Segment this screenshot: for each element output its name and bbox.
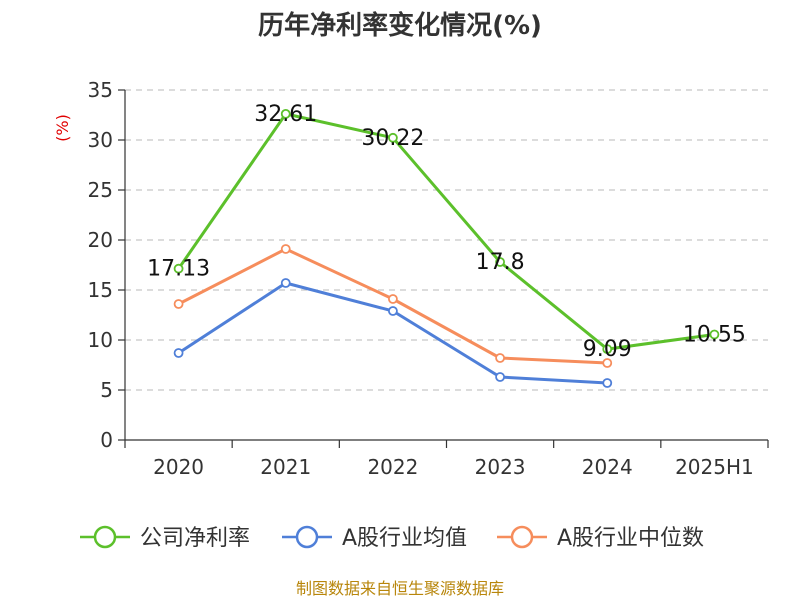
data-point <box>495 257 505 267</box>
legend-label: 公司净利率 <box>140 526 250 551</box>
data-point <box>388 132 398 143</box>
legend-swatch-marker <box>295 525 319 549</box>
x-tick-label: 2020 <box>153 455 204 479</box>
data-point <box>173 263 184 274</box>
data-point <box>280 278 291 288</box>
y-tick-label: 25 <box>88 178 113 202</box>
y-tick-label: 0 <box>100 428 113 452</box>
data-point <box>173 348 184 358</box>
x-tick-label: 2021 <box>260 455 311 479</box>
series-layer <box>173 109 720 388</box>
data-label: 10.55 <box>683 323 746 348</box>
x-tick-label: 2025H1 <box>675 455 754 479</box>
y-tick-label: 5 <box>100 378 113 402</box>
data-point <box>173 299 184 309</box>
data-point <box>495 353 505 363</box>
data-label: 9.09 <box>583 337 632 362</box>
data-label: 32.61 <box>254 102 317 127</box>
data-point <box>709 329 720 340</box>
series-line <box>177 112 715 351</box>
y-tick-label: 10 <box>88 328 113 352</box>
data-point <box>602 344 613 355</box>
axes: 0 5 10 15 20 25 30 35 2020 2021 2022 2023 2024 2025H1 <box>88 78 769 479</box>
legend-label: A股行业中位数 <box>557 526 704 551</box>
legend-label: A股行业均值 <box>342 526 467 551</box>
data-label: 30.22 <box>361 126 424 151</box>
y-tick-label: 15 <box>88 278 113 302</box>
series-line <box>177 247 608 365</box>
legend-swatch-marker <box>93 525 117 549</box>
legend-swatch-marker <box>510 525 534 549</box>
data-label: 17.8 <box>476 250 525 275</box>
y-tick-label: 35 <box>88 78 113 102</box>
data-point <box>495 372 505 382</box>
x-tick-label: 2023 <box>475 455 526 479</box>
chart-title: 历年净利率变化情况(%) <box>258 10 542 41</box>
data-point <box>388 306 398 316</box>
x-tick-label: 2022 <box>367 455 418 479</box>
x-tick-label: 2024 <box>582 455 633 479</box>
y-axis-label: (%) <box>53 114 72 142</box>
source-note: 制图数据来自恒生聚源数据库 <box>296 579 504 598</box>
grid-lines <box>125 89 768 391</box>
legend: 公司净利率 A股行业均值 A股行业中位数 <box>80 525 704 551</box>
data-point <box>602 358 613 368</box>
y-tick-label: 30 <box>88 128 113 152</box>
data-labels: 17.13 32.61 30.22 17.8 9.09 10.55 <box>147 102 746 362</box>
data-point <box>280 109 291 119</box>
data-label: 17.13 <box>147 257 210 282</box>
data-point <box>388 294 398 304</box>
data-point <box>280 244 291 254</box>
data-point <box>602 378 613 388</box>
y-tick-label: 20 <box>88 228 113 252</box>
